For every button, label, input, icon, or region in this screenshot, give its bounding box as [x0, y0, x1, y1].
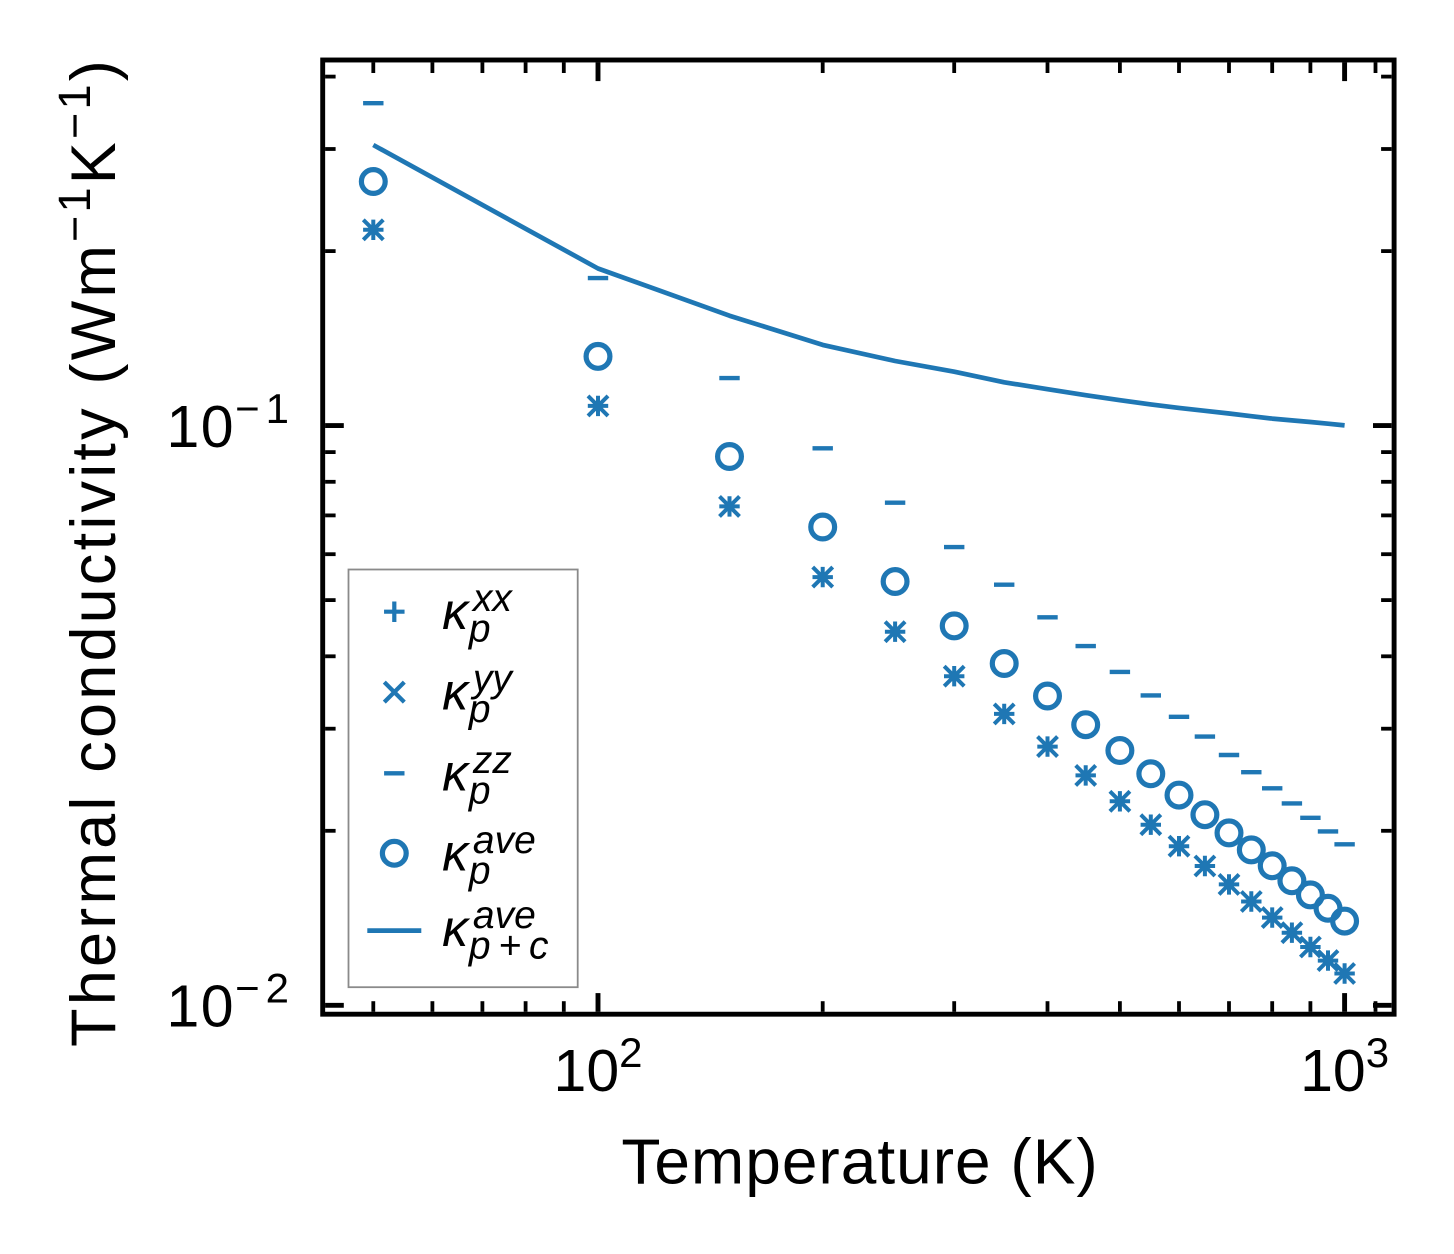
svg-text:κ: κ — [442, 745, 471, 803]
svg-text:Temperature (K): Temperature (K) — [621, 1126, 1098, 1198]
svg-text:p: p — [468, 688, 491, 731]
svg-text:p: p — [468, 849, 491, 892]
svg-text:κ: κ — [442, 825, 471, 883]
svg-text:yy: yy — [470, 658, 515, 701]
svg-text:xx: xx — [471, 577, 514, 620]
svg-text:ave: ave — [473, 819, 536, 862]
svg-text:p + c: p + c — [468, 925, 549, 968]
svg-text:κ: κ — [442, 583, 471, 641]
svg-text:κ: κ — [442, 663, 471, 721]
svg-text:103: 103 — [1300, 1029, 1389, 1104]
svg-text:p: p — [468, 608, 491, 651]
svg-text:zz: zz — [472, 739, 512, 782]
svg-text:p: p — [468, 769, 491, 812]
svg-text:ave: ave — [473, 894, 536, 937]
svg-text:κ: κ — [442, 900, 471, 958]
svg-text:10−1: 10−1 — [166, 385, 295, 460]
svg-text:102: 102 — [554, 1029, 643, 1104]
svg-text:10−2: 10−2 — [166, 965, 295, 1040]
